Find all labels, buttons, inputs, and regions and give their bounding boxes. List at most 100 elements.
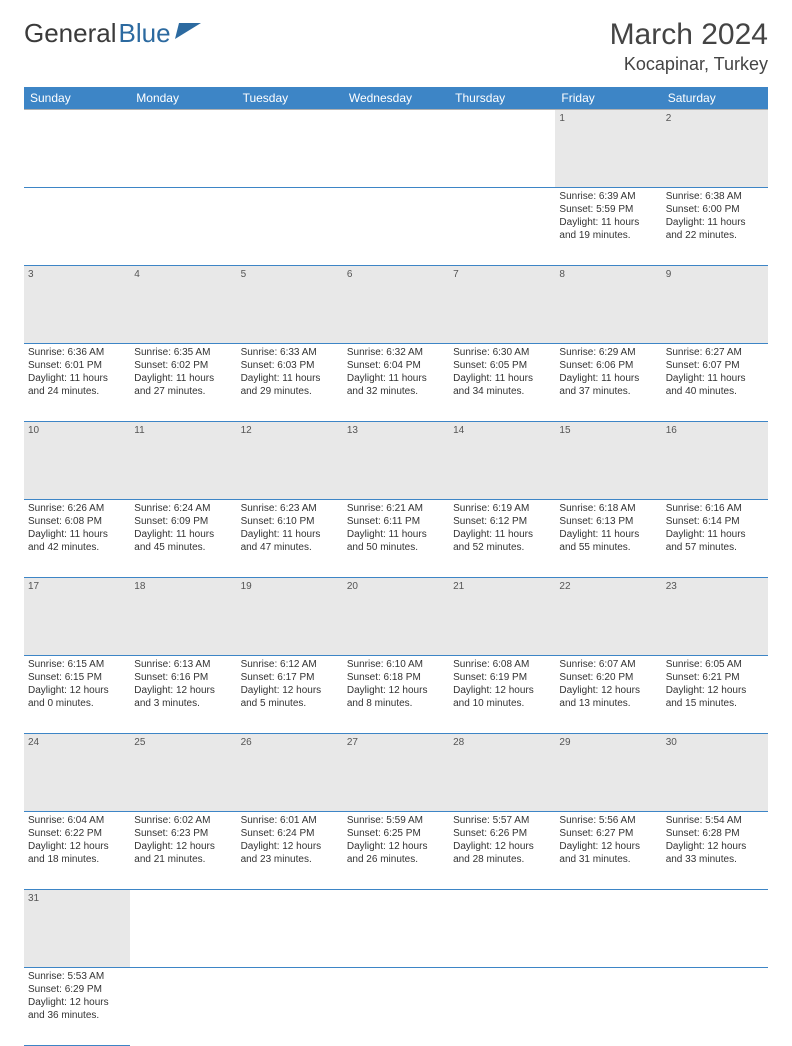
- sunset-line: Sunset: 6:06 PM: [559, 359, 657, 372]
- sunset-line: Sunset: 6:13 PM: [559, 515, 657, 528]
- day-number: 5: [237, 266, 343, 344]
- sunset-line: Sunset: 6:09 PM: [134, 515, 232, 528]
- daylight-line: Daylight: 12 hours and 33 minutes.: [666, 840, 764, 866]
- sunrise-line: Sunrise: 6:38 AM: [666, 190, 764, 203]
- day-cell: [662, 968, 768, 1046]
- day-cell: Sunrise: 6:29 AMSunset: 6:06 PMDaylight:…: [555, 344, 661, 422]
- day-number: 22: [555, 578, 661, 656]
- day-header: Saturday: [662, 87, 768, 110]
- daylight-line: Daylight: 11 hours and 19 minutes.: [559, 216, 657, 242]
- logo: GeneralBlue: [24, 18, 203, 49]
- daylight-line: Daylight: 11 hours and 34 minutes.: [453, 372, 551, 398]
- day-number: [449, 890, 555, 968]
- daylight-line: Daylight: 11 hours and 24 minutes.: [28, 372, 126, 398]
- day-number: 25: [130, 734, 236, 812]
- daynum-row: 24252627282930: [24, 734, 768, 812]
- day-number: [555, 890, 661, 968]
- sunrise-line: Sunrise: 6:29 AM: [559, 346, 657, 359]
- sunrise-line: Sunrise: 6:01 AM: [241, 814, 339, 827]
- sunrise-line: Sunrise: 6:32 AM: [347, 346, 445, 359]
- week-row: Sunrise: 6:15 AMSunset: 6:15 PMDaylight:…: [24, 656, 768, 734]
- day-cell: Sunrise: 6:26 AMSunset: 6:08 PMDaylight:…: [24, 500, 130, 578]
- sunset-line: Sunset: 6:18 PM: [347, 671, 445, 684]
- sunrise-line: Sunrise: 6:23 AM: [241, 502, 339, 515]
- month-title: March 2024: [610, 18, 768, 52]
- day-number: 11: [130, 422, 236, 500]
- day-cell: Sunrise: 5:53 AMSunset: 6:29 PMDaylight:…: [24, 968, 130, 1046]
- day-cell: Sunrise: 6:10 AMSunset: 6:18 PMDaylight:…: [343, 656, 449, 734]
- daylight-line: Daylight: 11 hours and 22 minutes.: [666, 216, 764, 242]
- sunrise-line: Sunrise: 6:02 AM: [134, 814, 232, 827]
- day-cell: Sunrise: 6:35 AMSunset: 6:02 PMDaylight:…: [130, 344, 236, 422]
- daynum-row: 12: [24, 110, 768, 188]
- sunrise-line: Sunrise: 6:16 AM: [666, 502, 764, 515]
- day-number: 29: [555, 734, 661, 812]
- sunset-line: Sunset: 6:20 PM: [559, 671, 657, 684]
- day-number: 9: [662, 266, 768, 344]
- day-number: 17: [24, 578, 130, 656]
- week-row: Sunrise: 6:39 AMSunset: 5:59 PMDaylight:…: [24, 188, 768, 266]
- daylight-line: Daylight: 12 hours and 5 minutes.: [241, 684, 339, 710]
- daylight-line: Daylight: 12 hours and 3 minutes.: [134, 684, 232, 710]
- daylight-line: Daylight: 12 hours and 8 minutes.: [347, 684, 445, 710]
- day-cell: Sunrise: 6:13 AMSunset: 6:16 PMDaylight:…: [130, 656, 236, 734]
- daylight-line: Daylight: 11 hours and 47 minutes.: [241, 528, 339, 554]
- day-cell: Sunrise: 6:32 AMSunset: 6:04 PMDaylight:…: [343, 344, 449, 422]
- sunrise-line: Sunrise: 6:10 AM: [347, 658, 445, 671]
- sunset-line: Sunset: 6:23 PM: [134, 827, 232, 840]
- day-cell: [343, 188, 449, 266]
- day-cell: Sunrise: 6:30 AMSunset: 6:05 PMDaylight:…: [449, 344, 555, 422]
- title-block: March 2024 Kocapinar, Turkey: [610, 18, 768, 75]
- day-cell: Sunrise: 6:04 AMSunset: 6:22 PMDaylight:…: [24, 812, 130, 890]
- day-cell: [24, 188, 130, 266]
- sunset-line: Sunset: 6:28 PM: [666, 827, 764, 840]
- sunset-line: Sunset: 6:02 PM: [134, 359, 232, 372]
- day-number: 7: [449, 266, 555, 344]
- daylight-line: Daylight: 11 hours and 45 minutes.: [134, 528, 232, 554]
- header: GeneralBlue March 2024 Kocapinar, Turkey: [24, 18, 768, 75]
- day-cell: [130, 968, 236, 1046]
- sunrise-line: Sunrise: 6:26 AM: [28, 502, 126, 515]
- day-number: [130, 110, 236, 188]
- sunset-line: Sunset: 6:05 PM: [453, 359, 551, 372]
- daylight-line: Daylight: 11 hours and 50 minutes.: [347, 528, 445, 554]
- day-number: 6: [343, 266, 449, 344]
- day-number: 23: [662, 578, 768, 656]
- sunrise-line: Sunrise: 6:33 AM: [241, 346, 339, 359]
- day-cell: [237, 188, 343, 266]
- sunrise-line: Sunrise: 6:08 AM: [453, 658, 551, 671]
- daylight-line: Daylight: 11 hours and 27 minutes.: [134, 372, 232, 398]
- day-header: Thursday: [449, 87, 555, 110]
- day-number: [449, 110, 555, 188]
- day-cell: Sunrise: 6:39 AMSunset: 5:59 PMDaylight:…: [555, 188, 661, 266]
- day-cell: Sunrise: 6:08 AMSunset: 6:19 PMDaylight:…: [449, 656, 555, 734]
- sunset-line: Sunset: 6:03 PM: [241, 359, 339, 372]
- sunset-line: Sunset: 6:07 PM: [666, 359, 764, 372]
- daylight-line: Daylight: 12 hours and 26 minutes.: [347, 840, 445, 866]
- sunrise-line: Sunrise: 6:04 AM: [28, 814, 126, 827]
- daylight-line: Daylight: 12 hours and 10 minutes.: [453, 684, 551, 710]
- day-number: 12: [237, 422, 343, 500]
- day-cell: Sunrise: 5:57 AMSunset: 6:26 PMDaylight:…: [449, 812, 555, 890]
- daylight-line: Daylight: 12 hours and 36 minutes.: [28, 996, 126, 1022]
- day-number: 13: [343, 422, 449, 500]
- day-cell: Sunrise: 6:19 AMSunset: 6:12 PMDaylight:…: [449, 500, 555, 578]
- sunset-line: Sunset: 6:10 PM: [241, 515, 339, 528]
- logo-text-2: Blue: [119, 18, 171, 49]
- sunrise-line: Sunrise: 5:56 AM: [559, 814, 657, 827]
- sunrise-line: Sunrise: 5:57 AM: [453, 814, 551, 827]
- daylight-line: Daylight: 11 hours and 40 minutes.: [666, 372, 764, 398]
- day-number: 4: [130, 266, 236, 344]
- sunset-line: Sunset: 6:29 PM: [28, 983, 126, 996]
- sunset-line: Sunset: 6:27 PM: [559, 827, 657, 840]
- day-number: 21: [449, 578, 555, 656]
- sunset-line: Sunset: 5:59 PM: [559, 203, 657, 216]
- sunrise-line: Sunrise: 6:15 AM: [28, 658, 126, 671]
- day-number: 27: [343, 734, 449, 812]
- day-number: 18: [130, 578, 236, 656]
- day-header: Tuesday: [237, 87, 343, 110]
- daylight-line: Daylight: 11 hours and 57 minutes.: [666, 528, 764, 554]
- daylight-line: Daylight: 11 hours and 55 minutes.: [559, 528, 657, 554]
- day-number: 24: [24, 734, 130, 812]
- sunset-line: Sunset: 6:08 PM: [28, 515, 126, 528]
